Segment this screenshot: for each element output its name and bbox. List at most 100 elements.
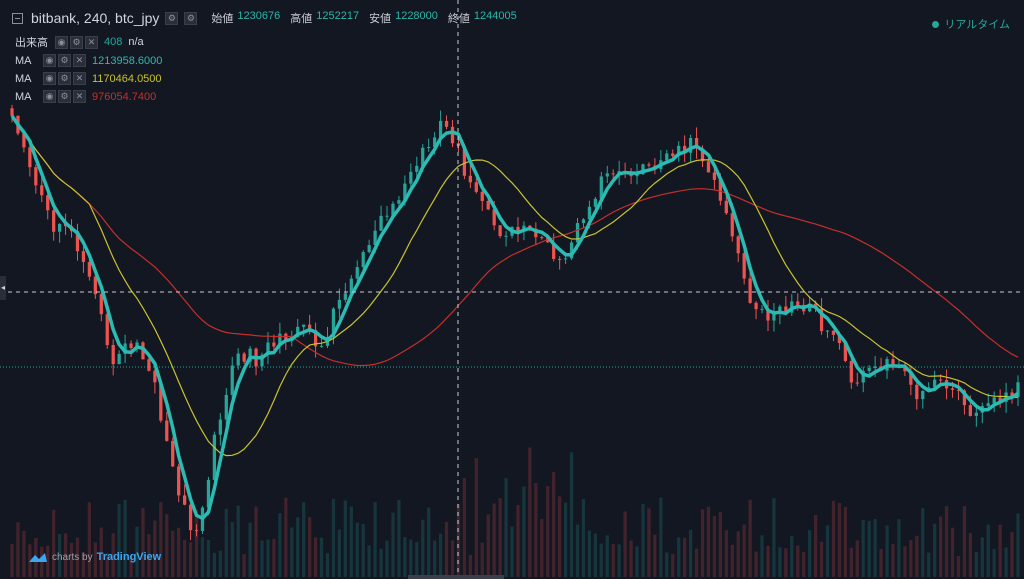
volume-bar <box>748 499 752 577</box>
candle <box>706 161 711 173</box>
volume-bar <box>665 552 669 577</box>
volume-bar <box>409 539 413 577</box>
candle <box>843 343 848 361</box>
candle <box>558 258 562 260</box>
left-panel-toggle[interactable]: ◂ <box>0 276 6 300</box>
volume-bar <box>683 537 687 577</box>
close-value: 1244005 <box>473 10 517 22</box>
volume-bar <box>599 543 603 577</box>
volume-bar <box>63 533 68 577</box>
candle <box>182 495 187 505</box>
volume-bar <box>671 554 675 577</box>
volume-bar <box>522 486 526 577</box>
candle <box>10 108 14 116</box>
candle <box>177 466 181 496</box>
eye-icon[interactable]: ◉ <box>43 90 56 103</box>
volume-bar <box>111 533 115 577</box>
volume-bar <box>123 499 127 577</box>
volume-bar <box>242 554 246 577</box>
candle <box>28 147 32 168</box>
candle <box>159 382 163 421</box>
volume-bar <box>629 540 633 577</box>
candle <box>403 183 407 201</box>
volume-bar <box>10 544 14 577</box>
candle <box>730 213 734 237</box>
volume-bar <box>813 515 818 577</box>
candle <box>343 293 347 300</box>
candle <box>766 308 770 321</box>
candle <box>956 389 961 391</box>
candle <box>819 308 824 332</box>
volume-bar <box>260 540 264 577</box>
volume-bar <box>427 507 431 577</box>
live-dot-icon <box>932 20 940 28</box>
candle <box>391 203 395 216</box>
candle <box>480 191 484 201</box>
volume-bar <box>492 503 496 577</box>
realtime-label: リアルタイム <box>944 19 1010 31</box>
volume-bar <box>641 503 645 577</box>
candle <box>93 276 97 295</box>
volume-bar <box>617 544 621 577</box>
volume-bar <box>581 499 586 577</box>
volume-bar <box>510 526 514 577</box>
candle <box>724 200 728 214</box>
settings-icon[interactable]: ⚙ <box>165 11 179 25</box>
volume-bar <box>843 506 848 577</box>
candle <box>873 366 877 368</box>
candle <box>361 252 365 268</box>
candle <box>968 405 973 416</box>
volume-bar <box>290 527 294 577</box>
settings-icon[interactable]: ⚙ <box>58 72 71 85</box>
ma-legend-1: MA ◉ ⚙ ✕ 1213958.6000 <box>15 54 162 67</box>
volume-bar <box>611 543 615 577</box>
volume-bar <box>75 537 80 577</box>
candle <box>117 353 121 365</box>
close-icon[interactable]: ✕ <box>73 90 86 103</box>
candle <box>718 179 722 201</box>
candle <box>677 145 681 157</box>
candle <box>855 382 859 384</box>
volume-bar <box>546 486 550 577</box>
candle <box>444 120 449 127</box>
settings-icon[interactable]: ⚙ <box>70 35 83 49</box>
eye-icon[interactable]: ◉ <box>55 35 68 49</box>
candle <box>319 345 324 347</box>
settings-icon[interactable]: ⚙ <box>58 90 71 103</box>
volume-bar <box>218 550 222 577</box>
candle <box>492 209 496 226</box>
volume-bar <box>254 506 258 577</box>
volume-bar <box>105 552 109 577</box>
volume-bar <box>897 519 901 577</box>
candle <box>688 138 693 153</box>
candle <box>468 175 472 183</box>
candle <box>748 278 752 303</box>
eye-icon[interactable]: ◉ <box>43 72 56 85</box>
volume-bar <box>474 458 478 577</box>
volume-bar <box>873 519 877 577</box>
close-icon[interactable]: ✕ <box>73 54 86 67</box>
volume-bar <box>992 548 996 577</box>
high-label: 高値 <box>290 13 313 25</box>
close-icon[interactable]: ✕ <box>73 72 86 85</box>
candle <box>331 308 336 338</box>
candle <box>99 294 103 315</box>
volume-bar <box>302 502 306 577</box>
settings-icon[interactable]: ⚙ <box>58 54 71 67</box>
volume-bar <box>808 530 812 577</box>
close-icon[interactable]: ✕ <box>85 35 98 49</box>
time-scrollbar[interactable] <box>408 575 504 579</box>
volume-bar <box>319 537 324 577</box>
volume-bar <box>403 537 407 577</box>
candle <box>57 223 62 232</box>
volume-bar <box>117 503 121 577</box>
eye-icon[interactable]: ◉ <box>43 54 56 67</box>
volume-bar <box>516 505 520 577</box>
tradingview-watermark[interactable]: charts by TradingView <box>26 550 161 564</box>
gear-icon[interactable]: ⚙ <box>184 11 198 25</box>
volume-bar <box>784 548 788 577</box>
collapse-icon[interactable] <box>12 12 23 24</box>
low-value: 1228000 <box>395 10 438 22</box>
candle <box>891 359 895 368</box>
